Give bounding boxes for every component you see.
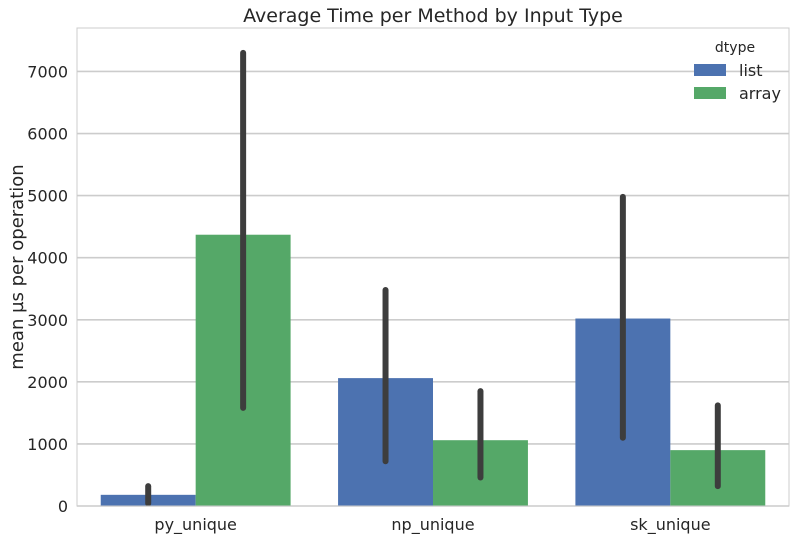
x-tick-label: np_unique (391, 515, 474, 535)
y-axis-label: mean µs per operation (7, 164, 28, 369)
x-tick-label: py_unique (154, 515, 237, 535)
y-tick-label: 0 (58, 497, 68, 516)
x-axis-ticks: py_unique np_unique sk_unique (154, 515, 710, 535)
y-tick-label: 2000 (27, 373, 68, 392)
legend: dtype list array (694, 40, 781, 103)
legend-swatch-array (694, 87, 726, 99)
plot-frame (76, 27, 790, 507)
legend-label-array: array (739, 84, 781, 103)
y-tick-label: 4000 (27, 249, 68, 268)
y-tick-label: 3000 (27, 311, 68, 330)
legend-label-list: list (739, 61, 763, 80)
error-bars (145, 49, 721, 507)
y-axis-ticks: 0 1000 2000 3000 4000 5000 6000 7000 (27, 62, 68, 516)
y-tick-label: 5000 (27, 187, 68, 206)
y-tick-label: 7000 (27, 62, 68, 81)
y-tick-label: 6000 (27, 125, 68, 144)
y-tick-label: 1000 (27, 435, 68, 454)
chart-title: Average Time per Method by Input Type (243, 5, 623, 27)
legend-swatch-list (694, 64, 726, 76)
x-tick-label: sk_unique (630, 515, 710, 535)
legend-title: dtype (715, 40, 755, 56)
